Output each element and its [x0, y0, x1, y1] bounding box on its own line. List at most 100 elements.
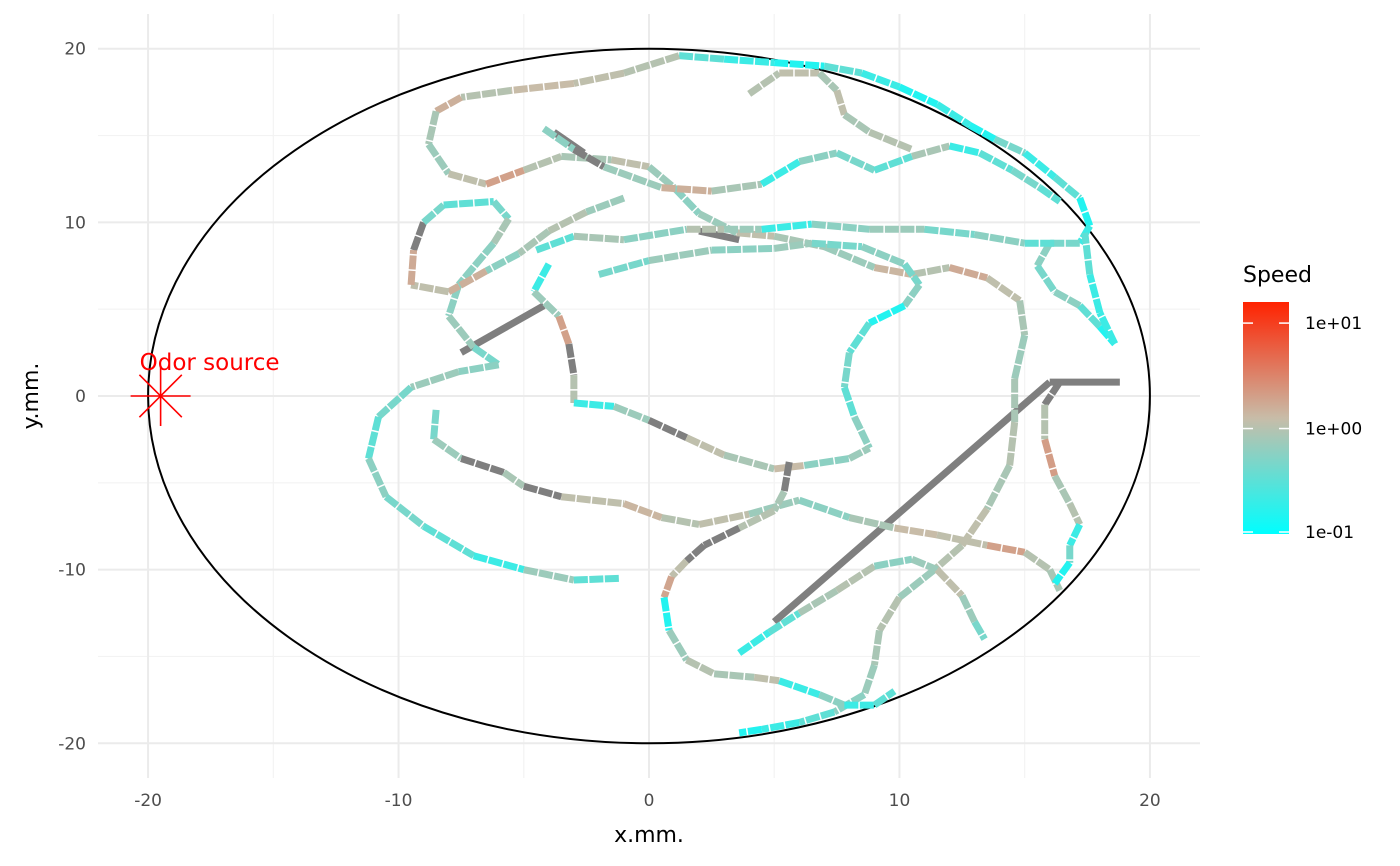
track-segment	[811, 239, 863, 251]
track-segment	[1034, 241, 1053, 268]
track-segment	[685, 434, 726, 459]
x-tick-label: 0	[644, 791, 655, 811]
track-segment	[573, 574, 620, 584]
track-segment	[383, 493, 426, 529]
x-tick-label: 20	[1139, 791, 1161, 811]
track-segment	[447, 170, 488, 188]
track-segment	[1041, 438, 1059, 477]
track-segment	[666, 628, 690, 662]
track-segment	[458, 361, 500, 376]
track-segment	[365, 416, 382, 460]
track-segment	[798, 708, 836, 726]
track-segment	[501, 469, 526, 490]
track-segment	[901, 282, 923, 308]
track-segment	[455, 240, 497, 288]
track-segment	[365, 457, 390, 499]
track-segment	[522, 153, 563, 174]
track-segment	[711, 244, 775, 254]
track-segment	[531, 289, 562, 319]
legend-label: 1e+00	[1305, 420, 1362, 440]
track-segment	[911, 142, 951, 160]
odor-source-ray	[138, 374, 183, 418]
track-segment	[410, 221, 427, 252]
track-segment	[434, 94, 463, 115]
track-segment	[911, 264, 951, 278]
y-tick-label: -10	[58, 561, 86, 581]
track-segment	[876, 595, 903, 633]
track-segment	[778, 677, 821, 698]
track-segment	[873, 264, 913, 278]
track-segment	[421, 202, 446, 226]
track-segment	[771, 489, 788, 513]
track-segment	[623, 225, 688, 244]
track-segment	[910, 555, 939, 573]
track-segment	[993, 135, 1027, 157]
legend-label: 1e-01	[1305, 523, 1354, 543]
track-segment	[860, 69, 901, 91]
track-segment	[798, 496, 851, 521]
track-segment	[935, 101, 972, 129]
track-segment	[867, 302, 907, 327]
legend-title: Speed	[1243, 263, 1312, 288]
track-segment	[573, 399, 615, 410]
track-segment	[646, 164, 677, 191]
track-segment	[541, 125, 576, 153]
track-segment	[1077, 303, 1103, 329]
track-segment	[738, 725, 763, 737]
track-segment	[1053, 288, 1082, 309]
track-segment	[573, 69, 625, 87]
track-segment	[851, 415, 873, 450]
track-segment	[723, 451, 776, 473]
track-segment	[870, 629, 883, 666]
track-segment	[984, 463, 1013, 511]
track-segment	[431, 436, 464, 462]
track-segment	[1022, 150, 1057, 180]
track-segment	[535, 232, 576, 254]
track-segment	[723, 55, 775, 67]
track-segment	[1081, 232, 1094, 275]
track-segment	[767, 610, 802, 636]
odor-source-marker	[130, 366, 191, 426]
track-segment	[840, 352, 853, 388]
track-segment	[736, 229, 775, 240]
trajectory	[365, 52, 1120, 737]
track-segment	[1006, 421, 1019, 466]
track-segment	[612, 403, 651, 424]
y-tick-label: 10	[64, 213, 86, 233]
track-segment	[1052, 174, 1083, 201]
track-segment	[934, 567, 965, 599]
x-tick-label: -20	[134, 791, 162, 811]
track-segment	[1086, 273, 1104, 314]
track-segment	[510, 79, 575, 94]
track-segment	[702, 524, 741, 549]
track-segment	[1016, 300, 1029, 336]
track-segment	[1066, 522, 1083, 547]
track-segment	[803, 455, 850, 469]
track-segment	[684, 656, 716, 677]
track-segment	[471, 344, 501, 368]
track-segment	[873, 555, 913, 570]
track-segment	[573, 232, 625, 244]
legend-label: 1e+01	[1305, 314, 1362, 334]
track-segment	[713, 670, 755, 681]
track-segment	[602, 163, 663, 191]
track-segment	[753, 673, 780, 685]
track-segment	[698, 510, 750, 528]
y-tick-label: 0	[75, 387, 86, 407]
track-segment	[971, 619, 988, 641]
track-segment	[460, 455, 505, 476]
track-segment	[835, 149, 876, 174]
track-segment	[1034, 263, 1058, 294]
track-segment	[833, 89, 848, 116]
track-segment	[780, 461, 793, 493]
track-segment	[936, 531, 988, 549]
track-segment	[868, 128, 914, 153]
track-segment	[1051, 560, 1073, 586]
track-segment	[572, 146, 606, 170]
track-segment	[1041, 380, 1063, 407]
track-segment	[834, 563, 877, 594]
track-segment	[421, 523, 476, 559]
track-segment	[901, 261, 923, 287]
y-tick-label: -20	[58, 734, 86, 754]
track-segment	[407, 249, 418, 286]
